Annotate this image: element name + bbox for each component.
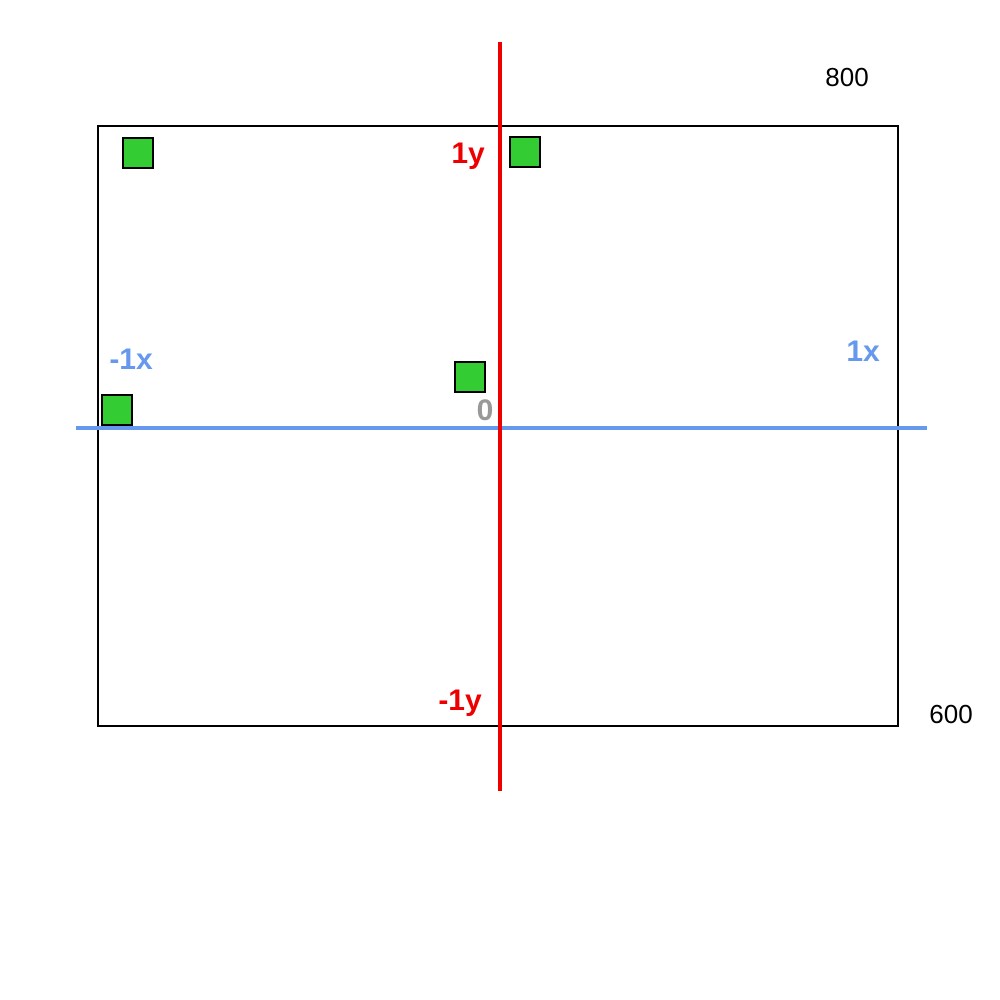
x-positive-label: 1x — [846, 335, 880, 368]
x-negative-label: -1x — [109, 343, 153, 376]
height-label: 600 — [929, 699, 972, 729]
y-negative-label: -1y — [438, 684, 482, 717]
marker-near-origin — [454, 361, 486, 393]
marker-left-axis — [101, 394, 133, 426]
origin-label: 0 — [477, 394, 494, 427]
marker-top-left — [122, 137, 154, 169]
y-positive-label: 1y — [451, 137, 485, 170]
width-label: 800 — [825, 62, 868, 92]
marker-top-center — [509, 136, 541, 168]
